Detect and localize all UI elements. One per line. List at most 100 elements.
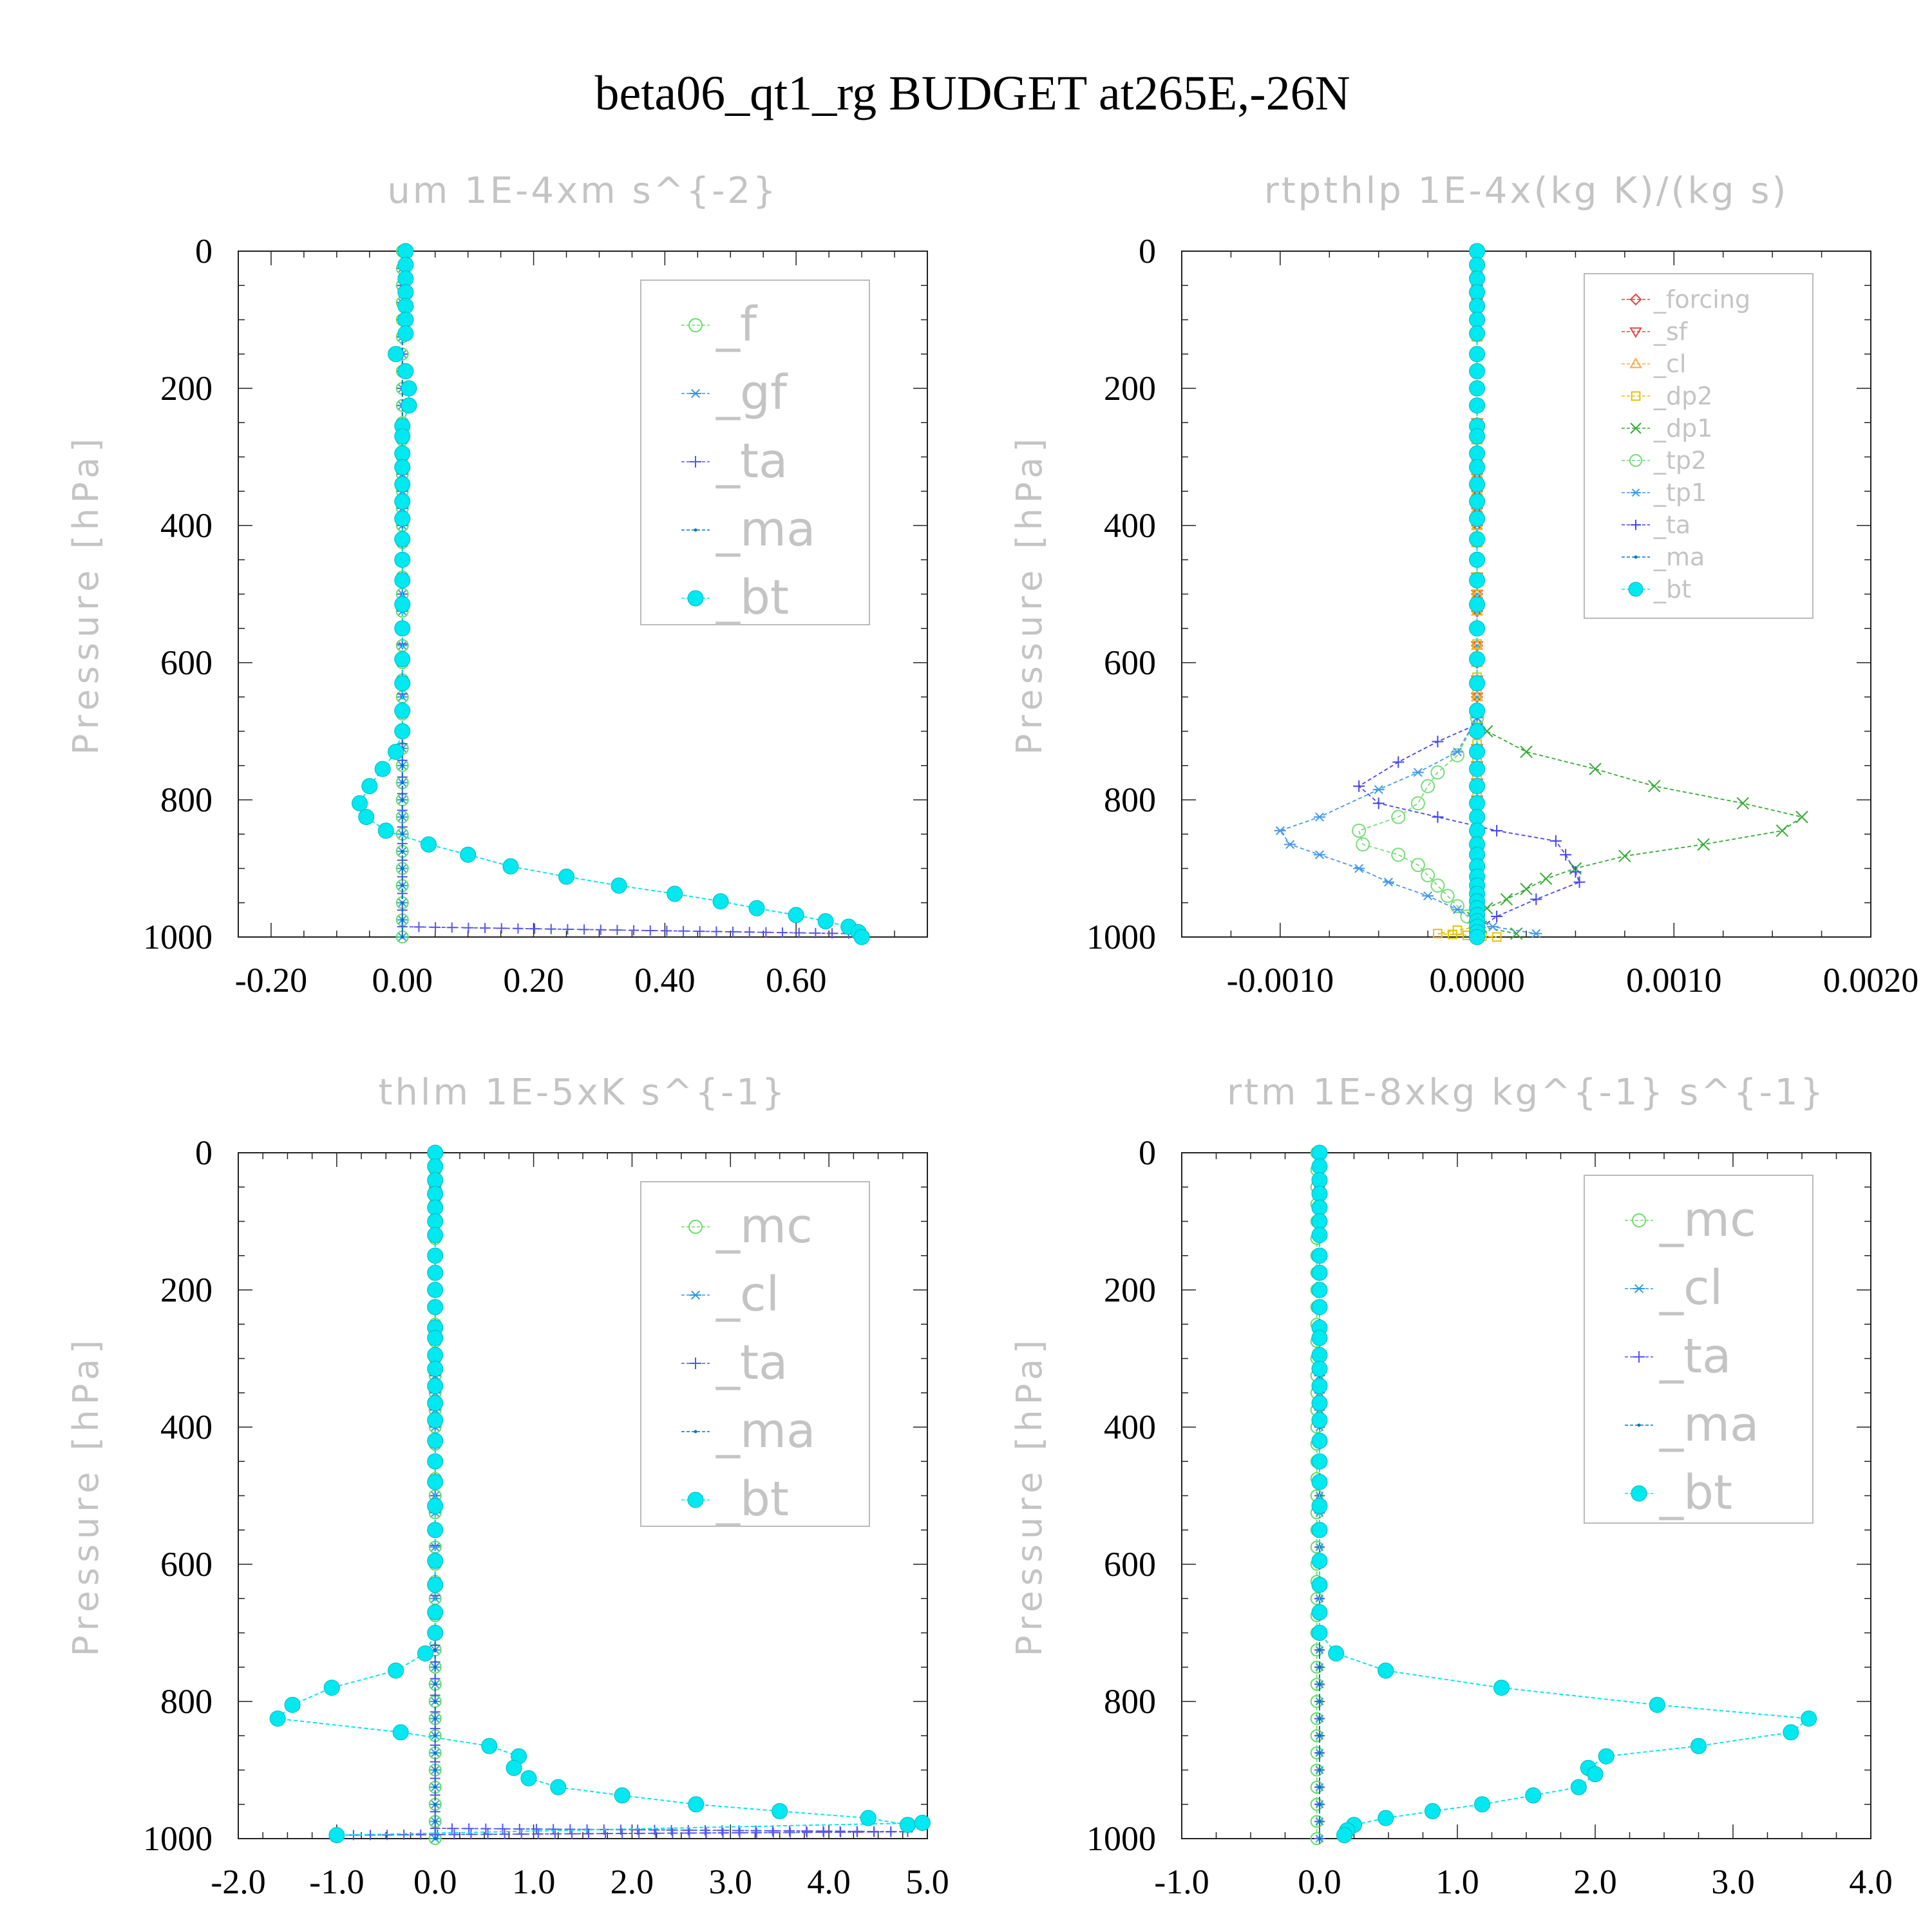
data-point bbox=[427, 1412, 444, 1428]
data-point bbox=[397, 243, 414, 260]
data-point bbox=[433, 1682, 437, 1686]
legend-box bbox=[1584, 1175, 1814, 1524]
data-point bbox=[1311, 1473, 1328, 1490]
data-point bbox=[1318, 1700, 1321, 1703]
data-point bbox=[496, 923, 507, 934]
data-point bbox=[583, 1828, 594, 1839]
data-point bbox=[1469, 256, 1486, 273]
data-point bbox=[394, 476, 411, 493]
series-line bbox=[359, 251, 862, 938]
data-point bbox=[433, 1768, 437, 1772]
data-point bbox=[1421, 779, 1435, 793]
data-point bbox=[1378, 1662, 1394, 1679]
y-tick-label: 400 bbox=[1104, 1408, 1156, 1446]
data-point bbox=[1328, 1645, 1345, 1662]
series-tp2 bbox=[1352, 244, 1484, 944]
data-point bbox=[701, 1828, 712, 1839]
data-point bbox=[801, 1827, 812, 1838]
panel-rtpthlp: rtpthlp 1E-4x(kg K)/(kg s) Pressure [hPa]… bbox=[1009, 170, 1918, 999]
data-point bbox=[1311, 1432, 1328, 1449]
data-point bbox=[688, 1796, 705, 1813]
x-tick-label: 0.0010 bbox=[1626, 961, 1722, 999]
data-point bbox=[1469, 651, 1486, 668]
data-point bbox=[401, 918, 404, 922]
data-point bbox=[661, 925, 672, 936]
y-tick-label: 600 bbox=[160, 1545, 213, 1584]
data-point bbox=[269, 1710, 286, 1727]
data-point bbox=[1433, 929, 1443, 939]
data-point bbox=[678, 925, 689, 936]
data-point bbox=[377, 822, 394, 839]
data-point bbox=[1776, 824, 1789, 837]
data-point bbox=[388, 346, 404, 363]
data-point bbox=[734, 1827, 745, 1838]
data-point bbox=[1491, 824, 1503, 837]
data-point bbox=[529, 923, 540, 934]
panel-um: um 1E-4xm s^{-2} Pressure [hPa] 0 200 400 600… bbox=[66, 170, 928, 999]
data-point bbox=[548, 1824, 559, 1835]
data-point bbox=[772, 1803, 788, 1819]
legend-entry-ma: _ma bbox=[681, 502, 815, 557]
data-point bbox=[1469, 459, 1486, 475]
data-point bbox=[401, 867, 404, 870]
series-bt bbox=[352, 243, 870, 945]
data-point bbox=[1520, 882, 1533, 896]
x-tick-label: 0.0000 bbox=[1429, 961, 1525, 999]
x-tick-label: 3.0 bbox=[1711, 1862, 1755, 1901]
data-point bbox=[1311, 1347, 1328, 1363]
panel-thlm: thlm 1E-5xK s^{-1} Pressure [hPa] 0 200 400 6… bbox=[66, 1072, 949, 1901]
y-tick-label: 400 bbox=[1104, 506, 1156, 545]
data-point bbox=[817, 913, 834, 930]
legend-entry-mc: _mc bbox=[681, 1198, 813, 1254]
data-point bbox=[1697, 838, 1710, 851]
legend-marker bbox=[694, 528, 697, 532]
legend-label: _mc bbox=[715, 1198, 813, 1254]
data-point bbox=[1470, 641, 1484, 652]
panel-rtm: rtm 1E-8xkg kg^{-1} s^{-1} Pressure [hPa]… bbox=[1009, 1072, 1893, 1901]
data-point bbox=[401, 815, 404, 819]
legend-entry-ma: _ma bbox=[1625, 1397, 1759, 1452]
legend-label: _cl bbox=[1659, 1260, 1723, 1316]
data-point bbox=[394, 651, 411, 668]
x-tick-label: -1.0 bbox=[1154, 1862, 1209, 1901]
data-point bbox=[397, 312, 414, 328]
data-point bbox=[482, 1829, 493, 1840]
data-point bbox=[1469, 675, 1486, 692]
legend-box bbox=[1584, 273, 1814, 619]
data-point bbox=[750, 1825, 761, 1836]
data-point bbox=[427, 1395, 444, 1412]
data-point bbox=[394, 703, 411, 719]
data-point bbox=[1469, 428, 1486, 445]
data-point bbox=[394, 723, 411, 739]
data-point bbox=[394, 531, 411, 547]
data-point bbox=[427, 1264, 444, 1281]
legend-entry-cl: _cl bbox=[1625, 1260, 1723, 1316]
legend-label: _ta bbox=[1653, 511, 1690, 539]
y-tick-label: 1000 bbox=[1086, 918, 1156, 956]
legend-marker bbox=[1631, 520, 1641, 530]
legend-label: _tp1 bbox=[1653, 478, 1707, 507]
data-point bbox=[1469, 298, 1486, 314]
data-point bbox=[1314, 812, 1325, 822]
data-point bbox=[1573, 876, 1586, 888]
legend-marker bbox=[690, 388, 701, 399]
data-point bbox=[394, 572, 411, 589]
data-point bbox=[427, 1473, 444, 1490]
legend-label: _ma bbox=[1659, 1397, 1759, 1452]
data-point bbox=[1469, 929, 1486, 945]
legend-marker bbox=[1629, 357, 1642, 368]
data-point bbox=[634, 1828, 645, 1839]
data-point bbox=[446, 1823, 457, 1834]
data-point bbox=[550, 1779, 567, 1795]
data-point bbox=[712, 893, 729, 910]
data-point bbox=[427, 1553, 444, 1569]
data-point bbox=[1314, 850, 1325, 860]
series-bt bbox=[1469, 243, 1486, 945]
plot-frame bbox=[1181, 251, 1871, 938]
data-point bbox=[667, 886, 683, 902]
legend-marker bbox=[1631, 1485, 1647, 1502]
data-point bbox=[397, 325, 414, 342]
data-point bbox=[1383, 877, 1394, 887]
y-tick-label: 600 bbox=[160, 643, 213, 682]
data-point bbox=[853, 929, 870, 945]
